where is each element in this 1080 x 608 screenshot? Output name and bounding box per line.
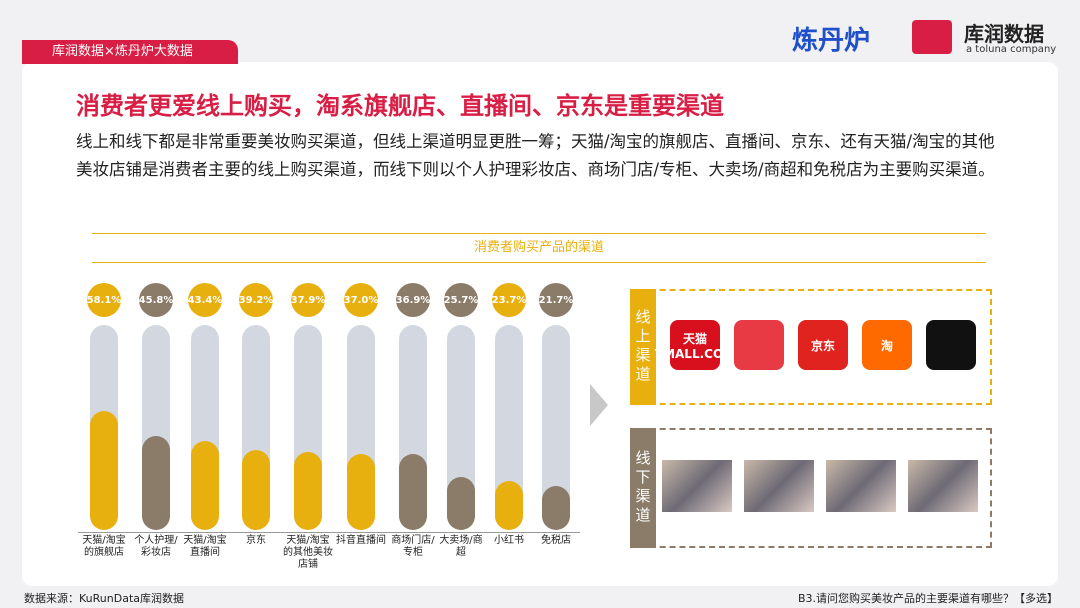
category-label: 京东 <box>246 535 266 546</box>
app-icon <box>926 320 976 370</box>
app-icon: 淘 <box>862 320 912 370</box>
category-label: 天猫/淘宝的其他美妆店铺 <box>283 535 333 570</box>
category-label: 天猫/淘宝直播间 <box>183 535 227 558</box>
online-label: 线上渠道 <box>630 289 656 405</box>
paragraph: 线上和线下都是非常重要美妆购买渠道，但线上渠道明显更胜一筹；天猫/淘宝的旗舰店、… <box>76 132 995 179</box>
logo-mark <box>912 20 952 54</box>
bar <box>142 436 170 530</box>
store-photo <box>744 460 814 512</box>
app-icon: 京东 <box>798 320 848 370</box>
chart-title: 消费者购买产品的渠道 <box>92 233 986 263</box>
bar <box>347 454 375 530</box>
category-label: 大卖场/商超 <box>439 535 483 558</box>
category-label: 天猫/淘宝的旗舰店 <box>82 535 126 558</box>
arrow <box>590 384 608 426</box>
category-label: 抖音直播间 <box>336 535 386 546</box>
value-label: 21.7% <box>539 283 573 317</box>
value-label: 58.1% <box>87 283 121 317</box>
value-label: 36.9% <box>396 283 430 317</box>
bar <box>294 452 322 530</box>
store-photo <box>908 460 978 512</box>
category-label: 个人护理/彩妆店 <box>134 535 178 558</box>
value-label: 37.9% <box>291 283 325 317</box>
app-icon <box>734 320 784 370</box>
title: 消费者更爱线上购买，淘系旗舰店、直播间、京东是重要渠道 <box>76 92 724 120</box>
question: B3.请问您购买美妆产品的主要渠道有哪些？【多选】 <box>797 592 1058 605</box>
baseline <box>78 532 580 533</box>
store-photo <box>662 460 732 512</box>
offline-label: 线下渠道 <box>630 428 656 548</box>
bar <box>399 454 427 530</box>
bar <box>191 441 219 530</box>
value-label: 45.8% <box>139 283 173 317</box>
value-label: 23.7% <box>492 283 526 317</box>
logo-left: 炼丹炉 <box>792 26 871 56</box>
store-photo <box>826 460 896 512</box>
category-label: 免税店 <box>541 535 571 546</box>
value-label: 43.4% <box>188 283 222 317</box>
logo-sub: a toluna company <box>966 44 1057 55</box>
category-label: 小红书 <box>494 535 524 546</box>
logo-right: 库润数据 <box>964 22 1044 46</box>
app-icon: 天猫 TMALL.COM <box>655 320 735 370</box>
bar <box>542 485 570 530</box>
bar <box>90 410 118 530</box>
value-label: 37.0% <box>344 283 378 317</box>
value-label: 25.7% <box>444 283 478 317</box>
bar <box>242 449 270 530</box>
value-label: 39.2% <box>239 283 273 317</box>
header-tag: 库润数据×炼丹炉大数据 <box>22 40 238 64</box>
bar <box>495 481 523 530</box>
bar <box>447 477 475 530</box>
category-label: 商场门店/专柜 <box>391 535 435 558</box>
source: 数据来源：KuRunData库润数据 <box>24 592 184 605</box>
